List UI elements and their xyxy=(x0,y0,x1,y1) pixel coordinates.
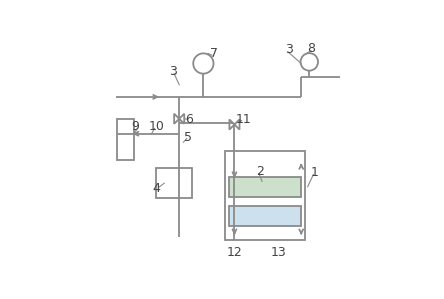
Bar xyxy=(229,178,301,197)
Text: 1: 1 xyxy=(311,166,319,179)
Bar xyxy=(225,151,305,239)
Text: 7: 7 xyxy=(210,47,218,60)
Text: 5: 5 xyxy=(184,131,192,144)
Bar xyxy=(229,206,301,226)
Text: 3: 3 xyxy=(285,43,293,56)
Text: 13: 13 xyxy=(270,246,286,259)
Text: 11: 11 xyxy=(235,113,251,126)
Text: 8: 8 xyxy=(308,42,316,55)
Text: 3: 3 xyxy=(170,65,178,78)
Text: 6: 6 xyxy=(186,113,194,126)
Text: 9: 9 xyxy=(131,120,139,133)
Bar xyxy=(117,119,134,160)
Bar xyxy=(156,168,192,198)
Text: 10: 10 xyxy=(148,120,164,133)
Text: 4: 4 xyxy=(152,182,160,196)
Text: 12: 12 xyxy=(226,246,242,259)
Text: 2: 2 xyxy=(256,165,264,178)
